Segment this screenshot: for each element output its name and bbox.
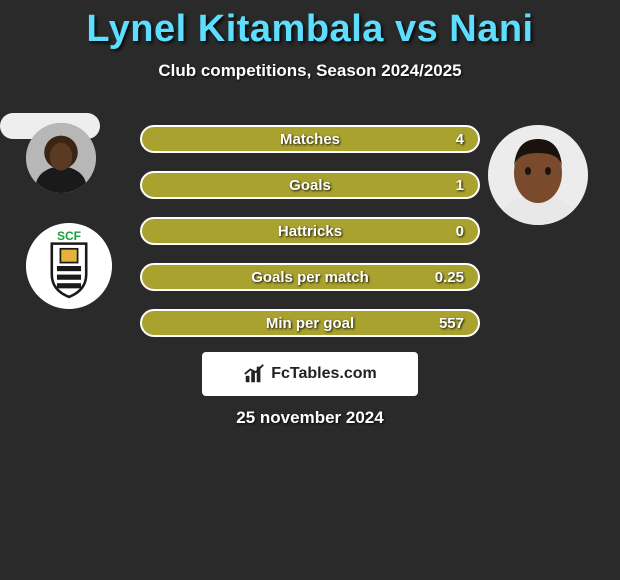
stat-bar-matches: Matches 4 [140, 125, 480, 153]
stat-bar-goals: Goals 1 [140, 171, 480, 199]
bar-chart-icon [243, 363, 265, 385]
stat-label: Goals per match [251, 269, 369, 286]
stat-label: Matches [280, 131, 340, 148]
comparison-panel: SCF Matches 4 Goals 1 Hatt [0, 113, 620, 139]
brand-badge: FcTables.com [202, 352, 418, 396]
stat-value: 0.25 [435, 269, 464, 286]
stat-label: Min per goal [266, 315, 354, 332]
stat-bars: Matches 4 Goals 1 Hattricks 0 Goals per … [140, 125, 480, 355]
player2-portrait-icon [488, 125, 588, 225]
stat-value: 0 [456, 223, 464, 240]
stat-label: Goals [289, 177, 331, 194]
svg-text:SCF: SCF [57, 229, 81, 243]
stat-value: 4 [456, 131, 464, 148]
stat-value: 1 [456, 177, 464, 194]
stat-value: 557 [439, 315, 464, 332]
stat-bar-goals-per-match: Goals per match 0.25 [140, 263, 480, 291]
team1-shield-icon: SCF [26, 223, 112, 309]
stat-bar-min-per-goal: Min per goal 557 [140, 309, 480, 337]
date-text: 25 november 2024 [0, 408, 620, 428]
subtitle: Club competitions, Season 2024/2025 [0, 61, 620, 81]
page-title: Lynel Kitambala vs Nani [0, 0, 620, 51]
stat-bar-hattricks: Hattricks 0 [140, 217, 480, 245]
player2-avatar [488, 125, 588, 225]
brand-text: FcTables.com [271, 365, 377, 383]
player1-portrait-icon [26, 123, 96, 193]
player1-avatar [26, 123, 96, 193]
team1-badge: SCF [26, 223, 112, 309]
stat-label: Hattricks [278, 223, 342, 240]
